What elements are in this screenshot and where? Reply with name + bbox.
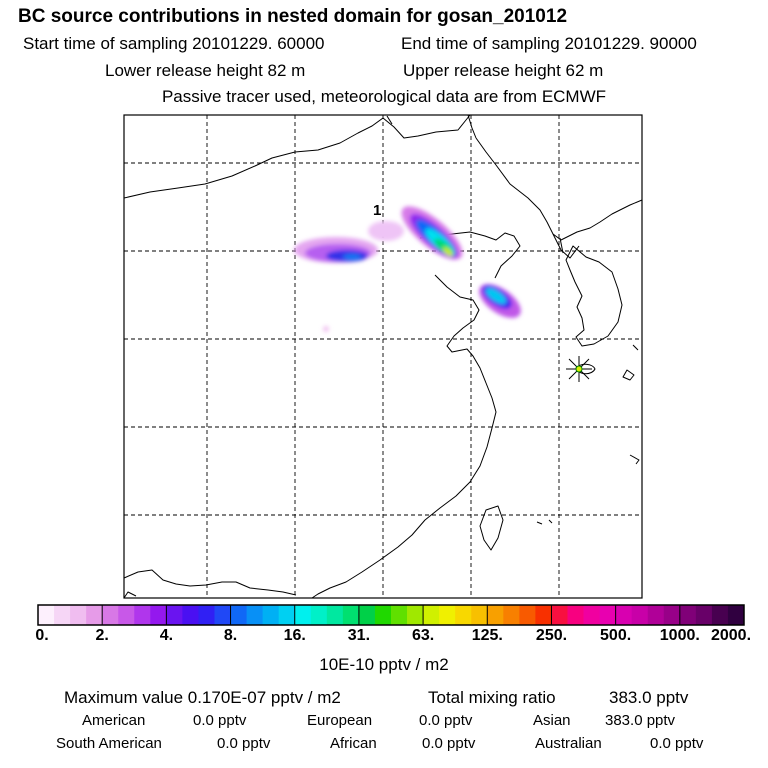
- plume-north-peak: [443, 247, 453, 257]
- color-scale-swatch: [615, 605, 633, 625]
- plume-east-core: [485, 287, 507, 305]
- sampling-end-time: End time of sampling 20101229. 90000: [401, 34, 697, 53]
- color-scale-swatch: [54, 605, 71, 625]
- color-scale-swatch: [663, 605, 681, 625]
- color-scale-swatch: [503, 605, 520, 625]
- region-american-name: American: [82, 712, 146, 729]
- color-scale-swatch: [134, 605, 151, 625]
- color-scale-swatch: [695, 605, 713, 625]
- region-african-value: 0.0 pptv: [422, 735, 476, 752]
- color-scale-tick-label: 31.: [347, 627, 371, 644]
- color-scale-swatch: [230, 605, 247, 625]
- total-mixing-value: 383.0 pptv: [609, 688, 689, 707]
- color-scale-swatch: [455, 605, 472, 625]
- region-south-american-name: South American: [56, 735, 162, 752]
- star-icon: [566, 356, 592, 382]
- color-scale-tick-label: 125.: [471, 627, 503, 644]
- tracer-note: Passive tracer used, meteorological data…: [161, 87, 607, 106]
- color-scale-swatch: [599, 605, 617, 625]
- color-scale-swatch: [391, 605, 408, 625]
- color-scale-tick-label: 0.: [35, 627, 49, 644]
- color-scale-swatch: [246, 605, 264, 625]
- color-scale-swatch: [182, 605, 199, 625]
- color-scale-frame: [37, 604, 745, 626]
- color-scale-swatch: [647, 605, 665, 625]
- color-scale-tick-label: 16.: [283, 627, 306, 644]
- color-scale-swatch: [38, 605, 55, 625]
- region-asian-value: 383.0 pptv: [605, 712, 676, 729]
- upper-release-height: Upper release height 62 m: [403, 61, 604, 80]
- color-scale-tick-label: 1000.: [659, 627, 700, 644]
- lat-lon-grid: [124, 115, 642, 598]
- region-american-value: 0.0 pptv: [193, 712, 247, 729]
- color-scale-tick-label: 8.: [223, 627, 238, 644]
- color-scale-swatch: [551, 605, 568, 625]
- plume-speck: [323, 326, 329, 332]
- region-european-name: European: [307, 712, 373, 729]
- color-scale-tick-label: 63.: [411, 627, 435, 644]
- region-asian-name: Asian: [533, 712, 571, 729]
- color-scale-swatch: [86, 605, 103, 625]
- color-scale-swatch: [358, 605, 376, 625]
- color-scale-swatch: [471, 605, 488, 625]
- release-marker-label: 1: [373, 202, 381, 219]
- region-australian-name: Australian: [535, 735, 602, 752]
- color-scale-swatch: [278, 605, 296, 625]
- plot-title: BC source contributions in nested domain…: [18, 6, 568, 27]
- color-scale-tick-label: 500.: [600, 627, 632, 644]
- lower-release-height: Lower release height 82 m: [105, 61, 306, 80]
- color-scale-swatch: [535, 605, 552, 625]
- color-scale-swatch: [102, 605, 119, 625]
- color-scale-swatch: [679, 605, 697, 625]
- color-scale-tick-label: 2.: [95, 627, 109, 644]
- color-scale-swatch: [583, 605, 600, 625]
- region-african-name: African: [330, 735, 377, 752]
- sampling-start-time: Start time of sampling 20101229. 60000: [23, 34, 325, 53]
- color-scale-swatch: [487, 605, 504, 625]
- color-scale-swatch: [326, 605, 344, 625]
- color-scale-swatch: [70, 605, 87, 625]
- color-scale-swatch: [519, 605, 536, 625]
- color-scale-swatch: [310, 605, 328, 625]
- total-mixing-label: Total mixing ratio: [428, 688, 556, 707]
- region-australian-value: 0.0 pptv: [650, 735, 704, 752]
- color-scale-swatch: [150, 605, 167, 625]
- color-scale-swatch: [423, 605, 440, 625]
- color-scale-swatch: [727, 605, 745, 625]
- color-scale-swatch: [407, 605, 424, 625]
- color-scale-units: 10E-10 pptv / m2: [319, 655, 449, 674]
- color-scale-tick-label: 2000.: [710, 627, 752, 644]
- color-scale-swatch: [214, 605, 231, 625]
- color-scale-tick-label: 250.: [535, 627, 568, 644]
- color-scale-swatch: [631, 605, 649, 625]
- plume-bridge: [368, 221, 404, 241]
- maximum-value: Maximum value 0.170E-07 pptv / m2: [64, 688, 341, 707]
- color-scale-swatch: [294, 605, 312, 625]
- color-scale-swatch: [374, 605, 392, 625]
- region-south-american-value: 0.0 pptv: [217, 735, 271, 752]
- color-scale-swatch: [711, 605, 729, 625]
- color-scale-swatch: [342, 605, 360, 625]
- region-european-value: 0.0 pptv: [419, 712, 473, 729]
- color-scale-swatch: [166, 605, 183, 625]
- color-scale-swatch: [118, 605, 135, 625]
- concentration-field: [294, 206, 521, 332]
- color-scale-swatch: [439, 605, 456, 625]
- color-scale-swatch: [198, 605, 215, 625]
- color-scale-swatch: [262, 605, 280, 625]
- plume-west-peak: [343, 254, 361, 260]
- color-scale-bar: [38, 605, 745, 625]
- color-scale-swatch: [567, 605, 584, 625]
- color-scale-tick-label: 4.: [159, 627, 174, 644]
